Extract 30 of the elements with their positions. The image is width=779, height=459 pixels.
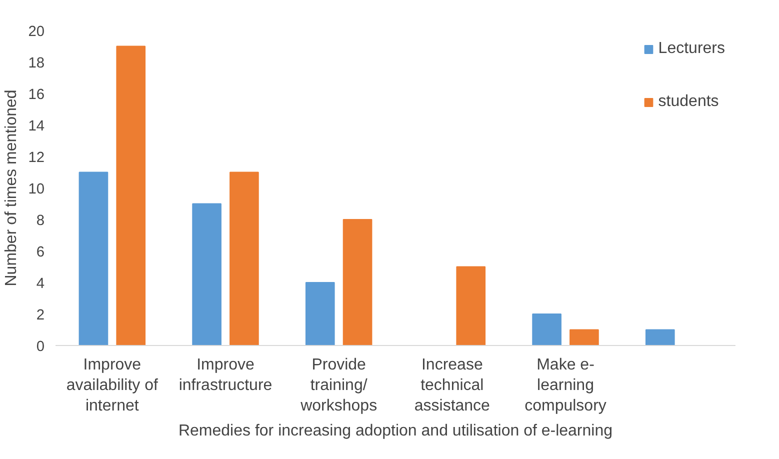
- y-tick-label: 20: [28, 24, 45, 40]
- bar: [78, 172, 108, 346]
- y-tick-label: 14: [28, 118, 45, 134]
- legend-label: students: [658, 93, 719, 111]
- x-tick-label: Improve availability of internet: [66, 356, 159, 414]
- y-tick-label: 6: [36, 244, 45, 260]
- x-tick-label: Provide training/ workshops: [300, 356, 378, 414]
- x-axis-title: Remedies for increasing adoption and utilisation of e-learning: [178, 422, 613, 440]
- y-axis-title: Number of times mentioned: [3, 90, 20, 286]
- x-tick-label: Increase technical assistance: [414, 356, 490, 414]
- bar: [305, 282, 335, 346]
- bar: [456, 266, 486, 346]
- bar: [230, 172, 259, 346]
- y-tick-label: 16: [28, 87, 45, 103]
- x-tick-label: Improve infrastructure: [178, 356, 272, 394]
- bar: [532, 314, 562, 346]
- x-tick-label: Make e- learning compulsory: [524, 356, 606, 414]
- bar: [570, 329, 599, 346]
- y-tick-label: 4: [36, 276, 45, 292]
- legend-label: Lecturers: [658, 40, 725, 58]
- y-tick-label: 0: [36, 339, 45, 355]
- y-tick-label: 8: [36, 213, 45, 229]
- bar: [342, 219, 372, 346]
- bar: [116, 46, 146, 346]
- y-tick-label: 12: [28, 150, 45, 166]
- y-tick-label: 10: [28, 182, 45, 198]
- bar: [645, 329, 675, 346]
- bar: [192, 203, 222, 346]
- y-tick-label: 18: [28, 56, 45, 72]
- y-tick-label: 2: [36, 308, 45, 324]
